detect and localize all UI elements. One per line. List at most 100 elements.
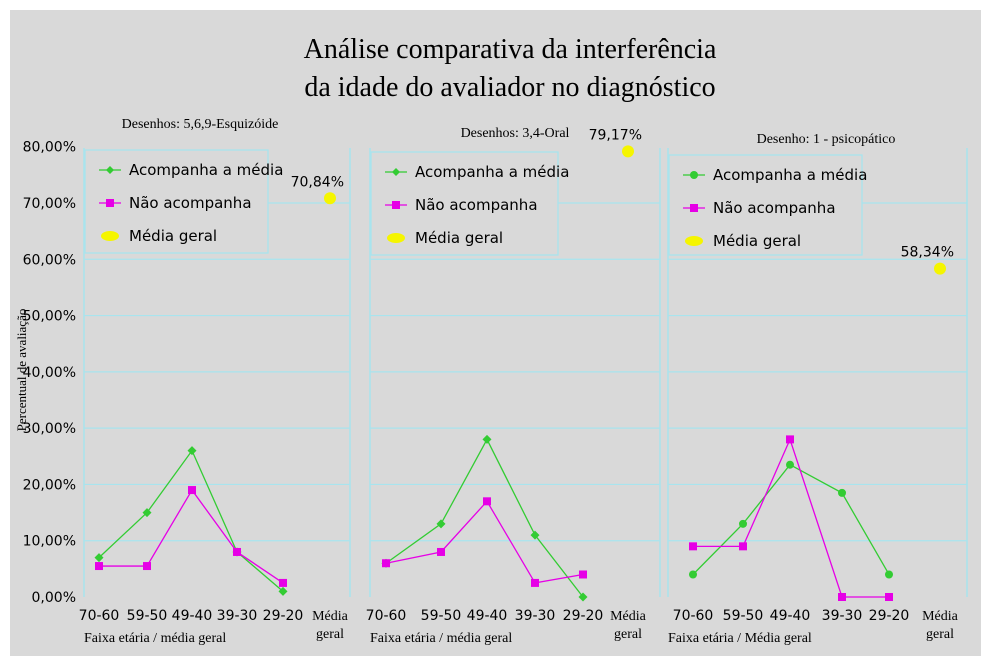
- x-tick-label: Média geral: [922, 609, 959, 642]
- data-point-acompanha: [578, 592, 588, 602]
- data-point-acompanha: [94, 553, 104, 563]
- data-label-media-geral: 79,17%: [589, 127, 642, 143]
- legend-marker: [690, 171, 698, 179]
- data-point-nao-acompanha: [838, 593, 846, 601]
- series-line-acompanha: [98, 449, 284, 592]
- data-point-nao-acompanha: [885, 593, 893, 601]
- data-point-nao-acompanha: [382, 559, 390, 568]
- chart-title-line-1: Análise comparativa da interferência: [304, 34, 717, 65]
- data-point-acompanha: [838, 488, 846, 497]
- x-tick-label: 70-60: [79, 608, 120, 624]
- panel-2-title: Desenhos: 3,4-Oral: [461, 126, 570, 141]
- data-point-acompanha: [278, 586, 288, 596]
- x-tick-label: 70-60: [366, 608, 407, 624]
- data-label-media-geral: 58,34%: [901, 245, 954, 261]
- legend-marker: [392, 201, 400, 209]
- x-tick-label: 49-40: [172, 608, 213, 624]
- data-point-acompanha: [187, 446, 197, 456]
- y-tick-label: 80,00%: [23, 140, 76, 156]
- data-point-nao-acompanha: [95, 562, 103, 571]
- data-label-media-geral: 70,84%: [291, 174, 344, 190]
- data-point-nao-acompanha: [531, 578, 539, 587]
- legend-label: Acompanha a média: [129, 161, 283, 179]
- y-tick-label: 10,00%: [23, 534, 76, 550]
- legend-marker: [101, 231, 119, 241]
- panel-3-title: Desenho: 1 - psicopático: [757, 132, 896, 147]
- y-tick-label: 30,00%: [23, 421, 76, 437]
- data-point-nao-acompanha: [233, 547, 241, 556]
- y-tick-label: 20,00%: [23, 477, 76, 493]
- panel-1-title: Desenhos: 5,6,9-Esquizóide: [122, 117, 279, 132]
- data-point-nao-acompanha: [483, 497, 491, 506]
- x-tick-label-part: geral: [926, 627, 954, 642]
- legend-marker: [106, 199, 114, 207]
- data-point-media-geral: [934, 262, 946, 275]
- y-tick-label: 40,00%: [23, 365, 76, 381]
- x-tick-label-part: geral: [614, 627, 642, 642]
- data-point-nao-acompanha: [579, 570, 587, 579]
- legend-label: Acompanha a média: [415, 163, 569, 181]
- data-point-media-geral: [324, 192, 336, 205]
- legend-label: Acompanha a média: [713, 166, 867, 184]
- x-tick-label: 59-50: [421, 608, 462, 624]
- data-point-acompanha: [786, 460, 794, 469]
- x-tick-label: 39-30: [217, 608, 258, 624]
- chart-canvas: Análise comparativa da interferência da …: [14, 34, 968, 646]
- data-point-acompanha: [739, 519, 747, 528]
- legend-marker: [387, 233, 405, 243]
- legend-label: Média geral: [713, 232, 801, 250]
- x-tick-label-part: Média: [610, 609, 647, 624]
- data-point-nao-acompanha: [279, 578, 287, 587]
- series-line-nao-acompanha: [99, 488, 284, 584]
- legend-label: Não acompanha: [129, 194, 252, 212]
- data-point-acompanha: [482, 434, 492, 444]
- x-tick-label: 29-20: [869, 608, 910, 624]
- x-tick-label: Média geral: [610, 609, 647, 642]
- data-point-nao-acompanha: [689, 542, 697, 551]
- x-tick-label-part: Média: [312, 609, 349, 624]
- legend-label: Média geral: [129, 227, 217, 245]
- data-point-acompanha: [530, 530, 540, 540]
- x-tick-label-part: Média: [922, 609, 959, 624]
- panel-2-x-axis-title: Faixa etária / média geral: [370, 631, 512, 646]
- series-line-acompanha: [385, 437, 584, 598]
- data-point-media-geral: [622, 145, 634, 158]
- legend-label: Não acompanha: [415, 196, 538, 214]
- data-point-nao-acompanha: [786, 435, 794, 444]
- x-tick-label: 59-50: [723, 608, 764, 624]
- legend-marker: [690, 204, 698, 212]
- x-tick-label: Média geral: [312, 609, 349, 642]
- x-tick-label: 29-20: [263, 608, 304, 624]
- legend-marker: [392, 168, 400, 176]
- x-tick-label: 49-40: [770, 608, 811, 624]
- data-point-acompanha: [436, 519, 446, 529]
- y-tick-label: 50,00%: [23, 309, 76, 325]
- panel-3-x-axis-title: Faixa etária / Média geral: [668, 631, 812, 646]
- data-point-nao-acompanha: [143, 562, 151, 571]
- data-point-acompanha: [142, 508, 152, 518]
- x-tick-label: 29-20: [563, 608, 604, 624]
- x-tick-label-part: geral: [316, 627, 344, 642]
- data-point-nao-acompanha: [188, 486, 196, 495]
- x-tick-label: 70-60: [673, 608, 714, 624]
- data-point-acompanha: [885, 570, 893, 579]
- legend-marker: [685, 236, 703, 246]
- legend-label: Não acompanha: [713, 199, 836, 217]
- data-point-nao-acompanha: [437, 547, 445, 556]
- y-tick-label: 0,00%: [32, 590, 76, 606]
- y-axis-label: Percentual de avaliação: [14, 309, 29, 432]
- chart-title-line-2: da idade do avaliador no diagnóstico: [304, 72, 715, 103]
- x-tick-label: 39-30: [822, 608, 863, 624]
- panel-1-x-axis-title: Faixa etária / média geral: [84, 631, 226, 646]
- chart-figure: Análise comparativa da interferência da …: [10, 10, 981, 656]
- legend-label: Média geral: [415, 229, 503, 247]
- series-line-acompanha: [692, 463, 890, 575]
- x-tick-label: 49-40: [467, 608, 508, 624]
- x-tick-label: 39-30: [515, 608, 556, 624]
- data-point-acompanha: [689, 570, 697, 579]
- data-point-nao-acompanha: [739, 542, 747, 551]
- y-tick-label: 60,00%: [23, 252, 76, 268]
- legend-marker: [106, 166, 114, 174]
- x-tick-label: 59-50: [127, 608, 168, 624]
- y-tick-label: 70,00%: [23, 196, 76, 212]
